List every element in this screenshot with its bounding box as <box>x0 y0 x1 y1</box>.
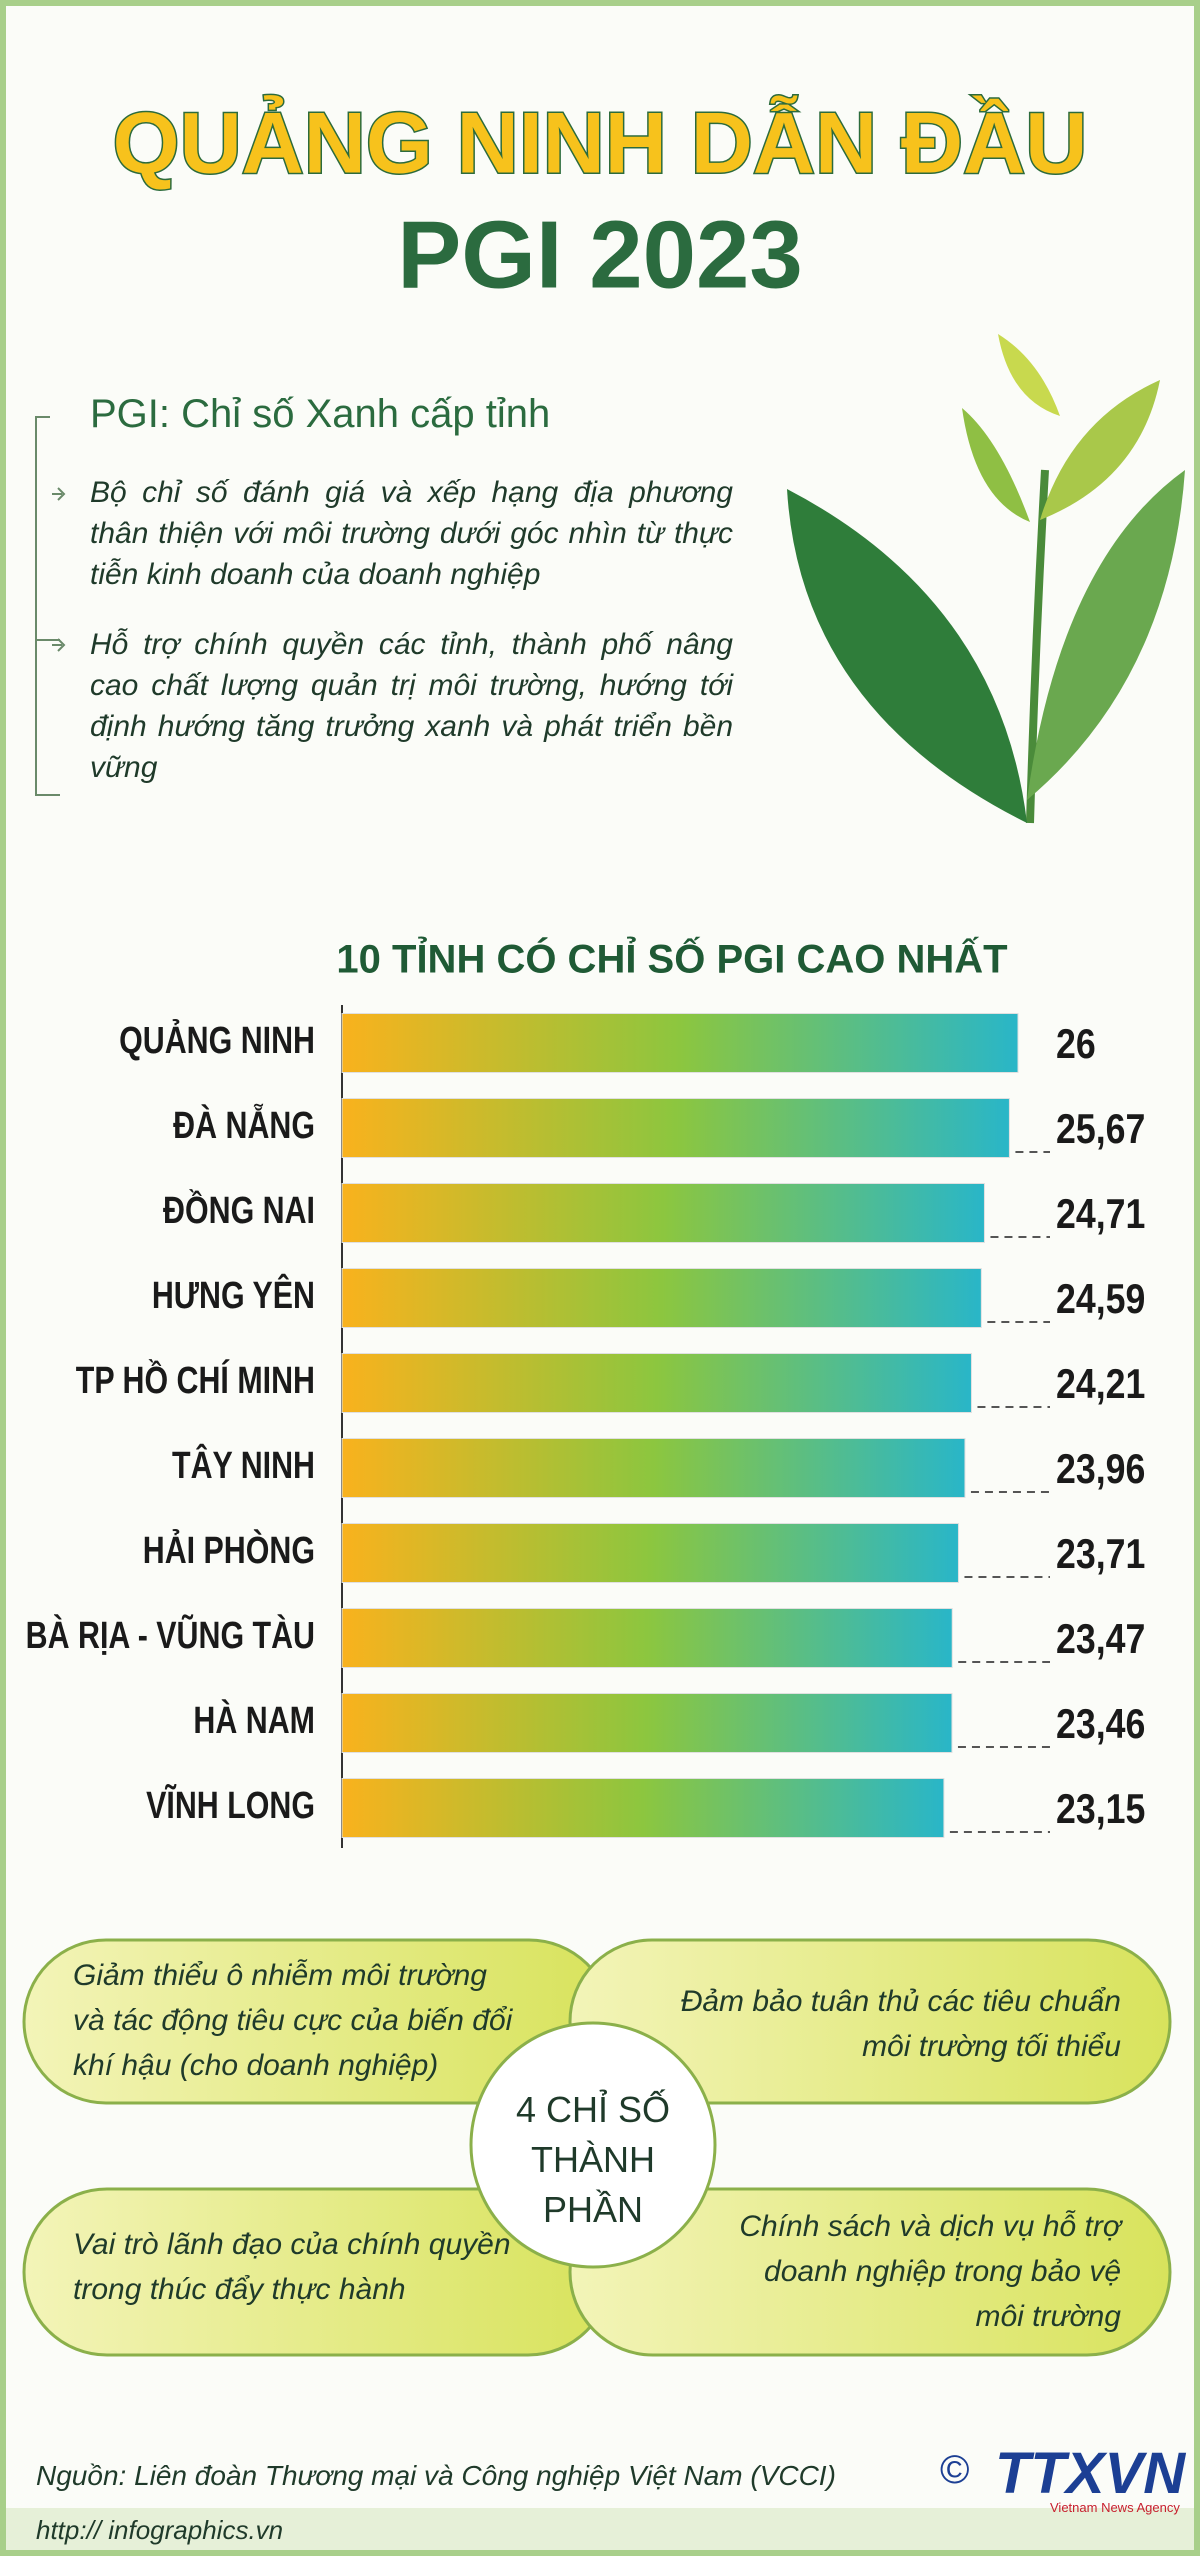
intro-heading: PGI: Chỉ số Xanh cấp tỉnh <box>90 392 551 436</box>
value-label: 26 <box>1056 1021 1096 1067</box>
source: Nguồn: Liên đoàn Thương mại và Công nghi… <box>36 2460 836 2491</box>
subtitle: PGI 2023 <box>397 201 803 308</box>
bar <box>341 1183 985 1243</box>
component: Đảm bảo tuân thủ các tiêu chuẩn môi trườ… <box>680 1985 1121 2063</box>
title: QUẢNG NINH DẪN ĐẦU <box>113 96 1088 192</box>
intro-item: Bộ chỉ số đánh giá và xếp hạng địa phươn… <box>90 476 733 591</box>
website: http:// infographics.vn <box>36 2515 284 2545</box>
value-label: 23,15 <box>1056 1786 1145 1832</box>
footer-band <box>6 2508 1194 2550</box>
value-label: 24,71 <box>1056 1191 1145 1237</box>
bar <box>341 1693 953 1753</box>
bar <box>341 1523 959 1583</box>
bar <box>341 1608 953 1668</box>
value-label: 24,21 <box>1056 1361 1145 1407</box>
bars: QUẢNG NINH 26 ĐÀ NẴNG 25,67 ĐỒNG NAI 24,71 HƯN… <box>26 1013 1145 1838</box>
category-label: HẢI PHÒNG <box>143 1528 315 1572</box>
category-label: HƯNG YÊN <box>152 1273 315 1317</box>
bar <box>341 1438 966 1498</box>
category-label: ĐỒNG NAI <box>163 1188 315 1232</box>
agency: Vietnam News Agency <box>1050 2500 1180 2515</box>
category-label: QUẢNG NINH <box>119 1018 315 1062</box>
chart-title: 10 TỈNH CÓ CHỈ SỐ PGI CAO NHẤT <box>336 936 1007 982</box>
category-label: VĨNH LONG <box>146 1784 315 1827</box>
value-label: 25,67 <box>1056 1106 1145 1152</box>
bar <box>341 1778 945 1838</box>
value-label: 23,71 <box>1056 1531 1145 1577</box>
bar <box>341 1098 1010 1158</box>
component: Vai trò lãnh đạo của chính quyền trong t… <box>73 2228 511 2306</box>
value-label: 24,59 <box>1056 1276 1145 1322</box>
category-label: HÀ NAM <box>193 1698 315 1742</box>
arrows <box>52 487 66 652</box>
component-center: 4 CHỈ SỐ THÀNH PHẦN <box>515 2089 671 2230</box>
category-label: BÀ RỊA - VŨNG TÀU <box>26 1613 315 1657</box>
bar <box>341 1353 972 1413</box>
category-label: TÂY NINH <box>172 1443 315 1487</box>
component: Chính sách và dịch vụ hỗ trợ doanh nghiệ… <box>739 2210 1121 2333</box>
value-label: 23,46 <box>1056 1701 1145 1747</box>
intro-item: Hỗ trợ chính quyền các tỉnh, thành phố n… <box>90 628 733 784</box>
logo: TTXVN <box>995 2441 1186 2506</box>
category-label: ĐÀ NẴNG <box>173 1103 315 1147</box>
components-diagram <box>22 1938 1172 2357</box>
bracket <box>35 416 60 796</box>
leaf-illustration <box>787 334 1185 824</box>
copyright: © <box>940 2448 970 2492</box>
value-label: 23,47 <box>1056 1616 1145 1662</box>
component: Giảm thiểu ô nhiễm môi trường và tác độn… <box>73 1959 513 2082</box>
bar <box>341 1013 1019 1073</box>
value-label: 23,96 <box>1056 1446 1145 1492</box>
category-label: TP HỒ CHÍ MINH <box>76 1358 315 1402</box>
bar <box>341 1268 982 1328</box>
